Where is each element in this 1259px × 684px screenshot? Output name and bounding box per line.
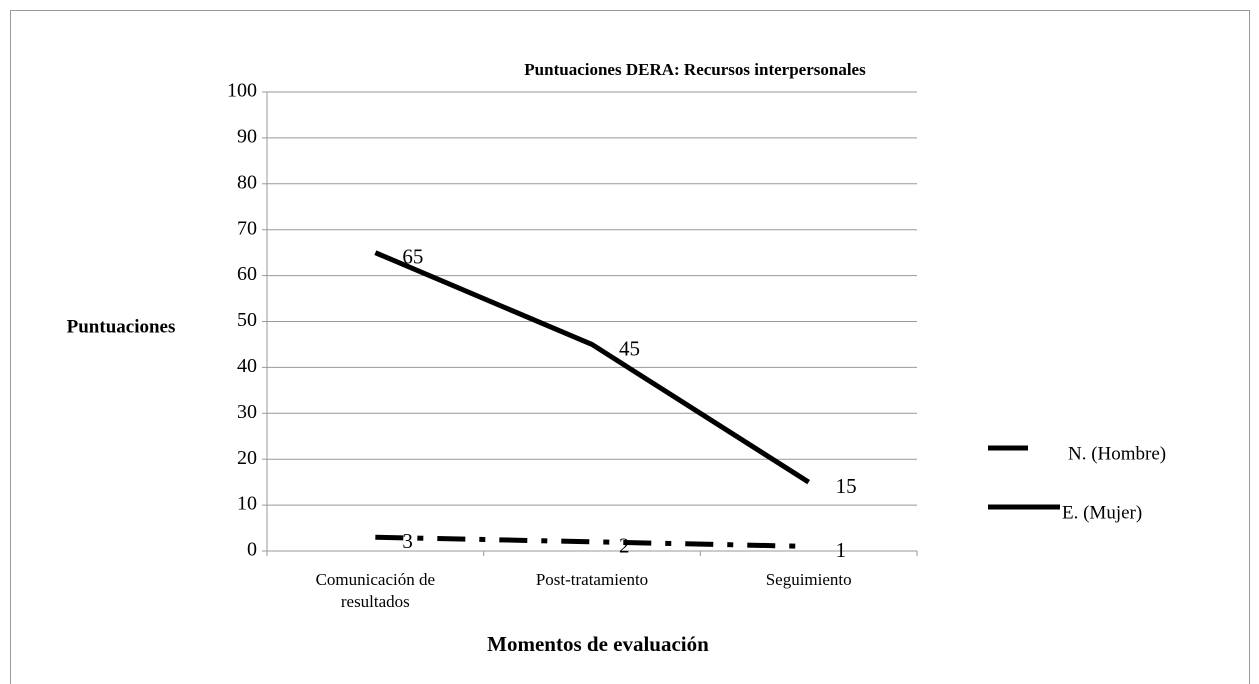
y-tick-label: 40	[237, 355, 257, 377]
legend-label: E. (Mujer)	[1062, 502, 1142, 523]
x-tick-label: Comunicación de resultados	[316, 570, 435, 611]
y-tick-label: 20	[237, 447, 257, 469]
x-tick-label: Seguimiento	[766, 570, 852, 589]
x-tick-label: Post-tratamiento	[536, 570, 648, 589]
data-label: 65	[402, 244, 423, 268]
chart-title: Puntuaciones DERA: Recursos interpersona…	[524, 60, 866, 79]
chart-frame	[10, 10, 1250, 684]
data-label: 45	[619, 336, 640, 360]
y-tick-label: 100	[227, 80, 257, 102]
y-tick-label: 60	[237, 263, 257, 285]
y-tick-label: 10	[237, 493, 257, 515]
data-label: 3	[402, 529, 413, 553]
y-tick-label: 50	[237, 309, 257, 331]
y-tick-label: 70	[237, 217, 257, 239]
legend-label: N. (Hombre)	[1068, 443, 1166, 464]
y-tick-label: 80	[237, 171, 257, 193]
series-line	[375, 534, 809, 549]
data-label: 2	[619, 534, 630, 558]
series-line	[374, 250, 811, 485]
y-tick-label: 0	[247, 539, 257, 561]
x-axis-title: Momentos de evaluación	[487, 632, 709, 656]
data-label: 1	[836, 538, 847, 562]
data-label: 15	[836, 474, 857, 498]
y-axis-title: Puntuaciones	[67, 316, 176, 337]
y-tick-label: 30	[237, 401, 257, 423]
y-tick-label: 90	[237, 125, 257, 147]
